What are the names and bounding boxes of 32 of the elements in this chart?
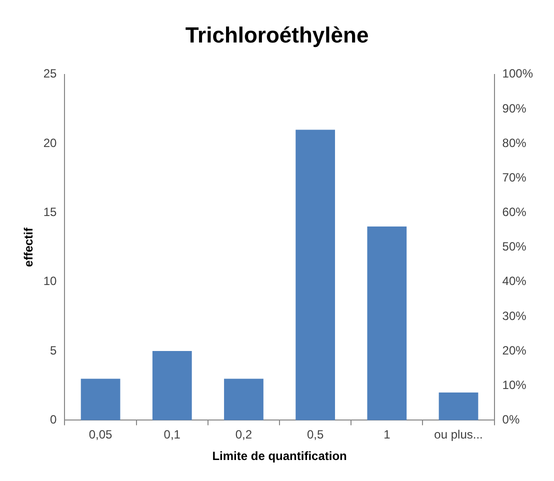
x-tick-label: 0,2 bbox=[235, 428, 252, 442]
x-tick-label: 0,05 bbox=[88, 428, 113, 442]
y2-tick-label: 10% bbox=[502, 378, 527, 392]
x-tick-label: 0,1 bbox=[164, 428, 181, 442]
bar bbox=[80, 378, 120, 420]
y2-tick-label: 70% bbox=[502, 170, 527, 184]
y-tick-label: 25 bbox=[43, 66, 58, 81]
y2-tick-label: 0% bbox=[502, 412, 520, 427]
y2-tick-label: 80% bbox=[502, 136, 527, 150]
bar bbox=[224, 378, 264, 420]
y2-tick-label: 50% bbox=[502, 240, 527, 254]
y-tick-label: 20 bbox=[43, 136, 58, 150]
chart-title: Trichloroéthylène bbox=[185, 22, 369, 48]
bar bbox=[296, 130, 336, 420]
bar bbox=[367, 226, 407, 420]
x-tick-label: 0,5 bbox=[306, 428, 324, 442]
bar bbox=[152, 351, 192, 420]
y-tick-label: 5 bbox=[50, 343, 58, 358]
x-tick-label: 1 bbox=[384, 428, 391, 442]
x-axis-title: Limite de quantification bbox=[212, 449, 347, 464]
y-tick-label: 10 bbox=[43, 274, 58, 288]
y2-tick-label: 100% bbox=[502, 66, 534, 81]
y2-tick-label: 30% bbox=[502, 308, 527, 323]
y2-tick-label: 90% bbox=[502, 101, 527, 116]
y2-tick-label: 40% bbox=[502, 274, 527, 288]
x-tick-label: ou plus... bbox=[434, 428, 483, 442]
y-tick-label: 15 bbox=[43, 205, 58, 220]
y2-tick-label: 60% bbox=[502, 205, 527, 220]
y-axis-title: effectif bbox=[22, 226, 36, 267]
y2-tick-label: 20% bbox=[502, 343, 527, 358]
y-tick-label: 0 bbox=[50, 412, 58, 427]
bar bbox=[438, 392, 478, 420]
